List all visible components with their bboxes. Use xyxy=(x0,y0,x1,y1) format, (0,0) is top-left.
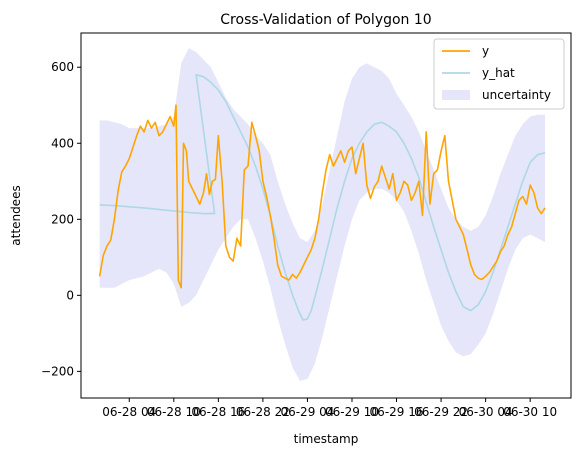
y-tick-label: 0 xyxy=(66,288,74,302)
x-tick-label: 06-28 22 xyxy=(236,405,290,419)
y-tick-label: −200 xyxy=(41,364,74,378)
series-line-y xyxy=(98,104,546,289)
y-axis-ticks: −200 0 200 400 600 xyxy=(41,60,81,378)
y-tick-label: 600 xyxy=(51,60,74,74)
legend-label-y: y xyxy=(482,44,489,58)
x-tick-label: 06-29 10 xyxy=(325,405,379,419)
legend-label-y-hat: y_hat xyxy=(482,66,515,80)
x-axis-label: timestamp xyxy=(294,432,359,446)
x-tick-label: 06-30 10 xyxy=(503,405,557,419)
legend: y y_hat uncertainty xyxy=(433,38,565,110)
x-tick-label: 06-29 16 xyxy=(370,405,424,419)
plot-area xyxy=(98,48,546,381)
legend-swatch-uncertainty xyxy=(442,90,470,100)
y-tick-label: 200 xyxy=(51,212,74,226)
x-tick-label: 06-28 10 xyxy=(147,405,201,419)
plot-frame xyxy=(80,32,572,399)
y-axis-label: attendees xyxy=(9,185,23,245)
x-tick-label: 06-28 04 xyxy=(102,405,156,419)
uncertainty-band xyxy=(99,48,545,381)
uncertainty-band-layer xyxy=(99,48,545,381)
series-line-y-hat xyxy=(99,74,546,321)
series-layer xyxy=(98,74,546,321)
legend-label-uncertainty: uncertainty xyxy=(482,88,551,102)
x-tick-label: 06-28 16 xyxy=(191,405,245,419)
x-tick-label: 06-29 04 xyxy=(280,405,334,419)
x-tick-label: 06-30 04 xyxy=(459,405,513,419)
chart-title: Cross-Validation of Polygon 10 xyxy=(220,12,431,28)
x-tick-label: 06-29 22 xyxy=(414,405,468,419)
y-tick-label: 400 xyxy=(51,136,74,150)
